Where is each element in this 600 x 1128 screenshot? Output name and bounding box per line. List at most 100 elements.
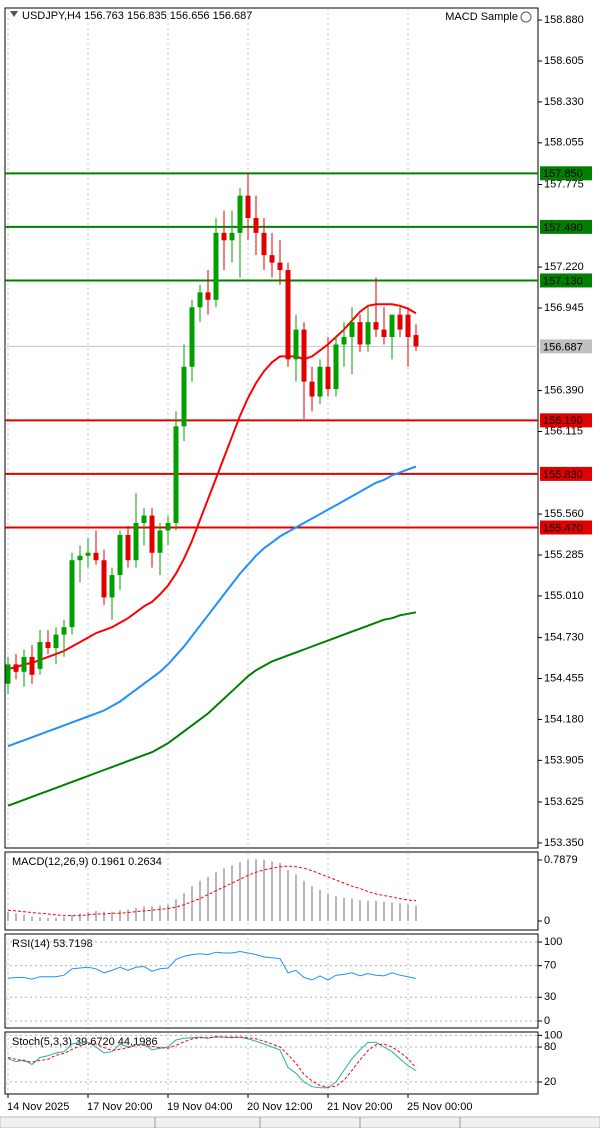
level-box — [540, 466, 592, 481]
candle-body — [149, 515, 155, 553]
last-price-box — [540, 339, 592, 354]
y-tick-label: 157.220 — [544, 261, 584, 273]
candle-body — [285, 270, 291, 360]
candle-body — [277, 262, 283, 271]
histogram-bar — [391, 902, 393, 922]
histogram-bar — [279, 862, 281, 922]
candle-body — [389, 314, 395, 338]
histogram-bar — [223, 868, 225, 922]
level-box — [540, 520, 592, 535]
histogram-bar — [335, 896, 337, 922]
level-label: 156.190 — [543, 415, 583, 427]
candle-body — [237, 195, 243, 233]
y-tick-label: 155.285 — [544, 549, 584, 561]
histogram-bar — [215, 872, 217, 922]
indicator-line — [7, 950, 417, 981]
histogram-bar — [159, 905, 161, 922]
histogram-bar — [151, 906, 153, 922]
candle-body — [101, 560, 107, 598]
histogram-bar — [207, 876, 209, 922]
y-tick-label: 156.390 — [544, 384, 584, 396]
indicator-line — [7, 865, 417, 917]
x-tick-label: 19 Nov 04:00 — [167, 1101, 232, 1113]
y-tick-label: 153.350 — [544, 837, 584, 849]
histogram-bar — [23, 914, 25, 922]
histogram-bar — [47, 917, 49, 922]
candle-body — [117, 534, 123, 576]
y-tick-label: 155.010 — [544, 590, 584, 602]
candle-body — [197, 292, 203, 308]
histogram-bar — [231, 865, 233, 922]
histogram-bar — [135, 907, 137, 922]
candle-body — [37, 642, 43, 669]
y-tick-label: 153.905 — [544, 754, 584, 766]
histogram-bar — [287, 869, 289, 922]
level-label: 157.490 — [543, 222, 583, 234]
menu-icon[interactable] — [10, 11, 18, 17]
level-box — [540, 273, 592, 288]
level-label: 155.830 — [543, 469, 583, 481]
candle-body — [181, 366, 187, 427]
y-tick-label: 158.880 — [544, 14, 584, 26]
candle-body — [125, 534, 131, 561]
candle-body — [45, 642, 51, 649]
y-tick-label: 157.775 — [544, 178, 584, 190]
candle-body — [69, 560, 75, 628]
y-tick-label: 155.560 — [544, 508, 584, 520]
y-tick-label: 158.055 — [544, 137, 584, 149]
candle-body — [333, 344, 339, 390]
y-tick-label: 156.945 — [544, 302, 584, 314]
candle-body — [325, 366, 331, 390]
histogram-bar — [359, 900, 361, 922]
candle-body — [397, 314, 403, 330]
y-tick-label: 0 — [544, 915, 550, 927]
histogram-bar — [143, 906, 145, 922]
candle-body — [109, 575, 115, 598]
expert-label: MACD Sample — [445, 11, 518, 23]
histogram-bar — [71, 914, 73, 922]
histogram-bar — [383, 901, 385, 922]
histogram-bar — [191, 886, 193, 922]
stoch-frame — [4, 1031, 539, 1095]
histogram-bar — [295, 874, 297, 922]
candle-body — [405, 314, 411, 338]
candle-body — [53, 634, 59, 649]
rsi-frame — [4, 933, 539, 1029]
histogram-bar — [95, 910, 97, 922]
candle-body — [245, 195, 251, 218]
histogram-bar — [79, 913, 81, 922]
candle-body — [29, 656, 35, 675]
x-tick-label: 17 Nov 20:00 — [87, 1101, 152, 1113]
panel-title: MACD(12,26,9) 0.1961 0.2634 — [12, 856, 162, 868]
histogram-bar — [7, 911, 9, 922]
candle-body — [373, 322, 379, 330]
candle-body — [221, 232, 227, 241]
y-tick-label: 100 — [544, 936, 562, 948]
candle-body — [261, 232, 267, 256]
histogram-bar — [367, 900, 369, 922]
candle-body — [13, 664, 19, 672]
histogram-bar — [343, 897, 345, 922]
histogram-bar — [407, 904, 409, 922]
histogram-bar — [63, 917, 65, 922]
histogram-bar — [15, 913, 17, 922]
histogram-bar — [175, 899, 177, 922]
indicator-line — [7, 465, 417, 748]
candle-body — [77, 555, 83, 561]
candle-body — [317, 366, 323, 397]
tab-bar — [0, 1116, 600, 1128]
candle-body — [301, 329, 307, 382]
histogram-bar — [111, 911, 113, 922]
indicator-line — [7, 611, 417, 807]
level-box — [540, 166, 592, 181]
histogram-bar — [319, 890, 321, 922]
candle-body — [365, 322, 371, 345]
y-tick-label: 0 — [544, 1015, 550, 1027]
candle-body — [309, 381, 315, 397]
indicator-line — [7, 1036, 417, 1088]
last-price-label: 156.687 — [543, 341, 583, 353]
histogram-bar — [55, 917, 57, 922]
candle-body — [413, 335, 419, 347]
candle-body — [349, 322, 355, 338]
level-label: 157.130 — [543, 275, 583, 287]
